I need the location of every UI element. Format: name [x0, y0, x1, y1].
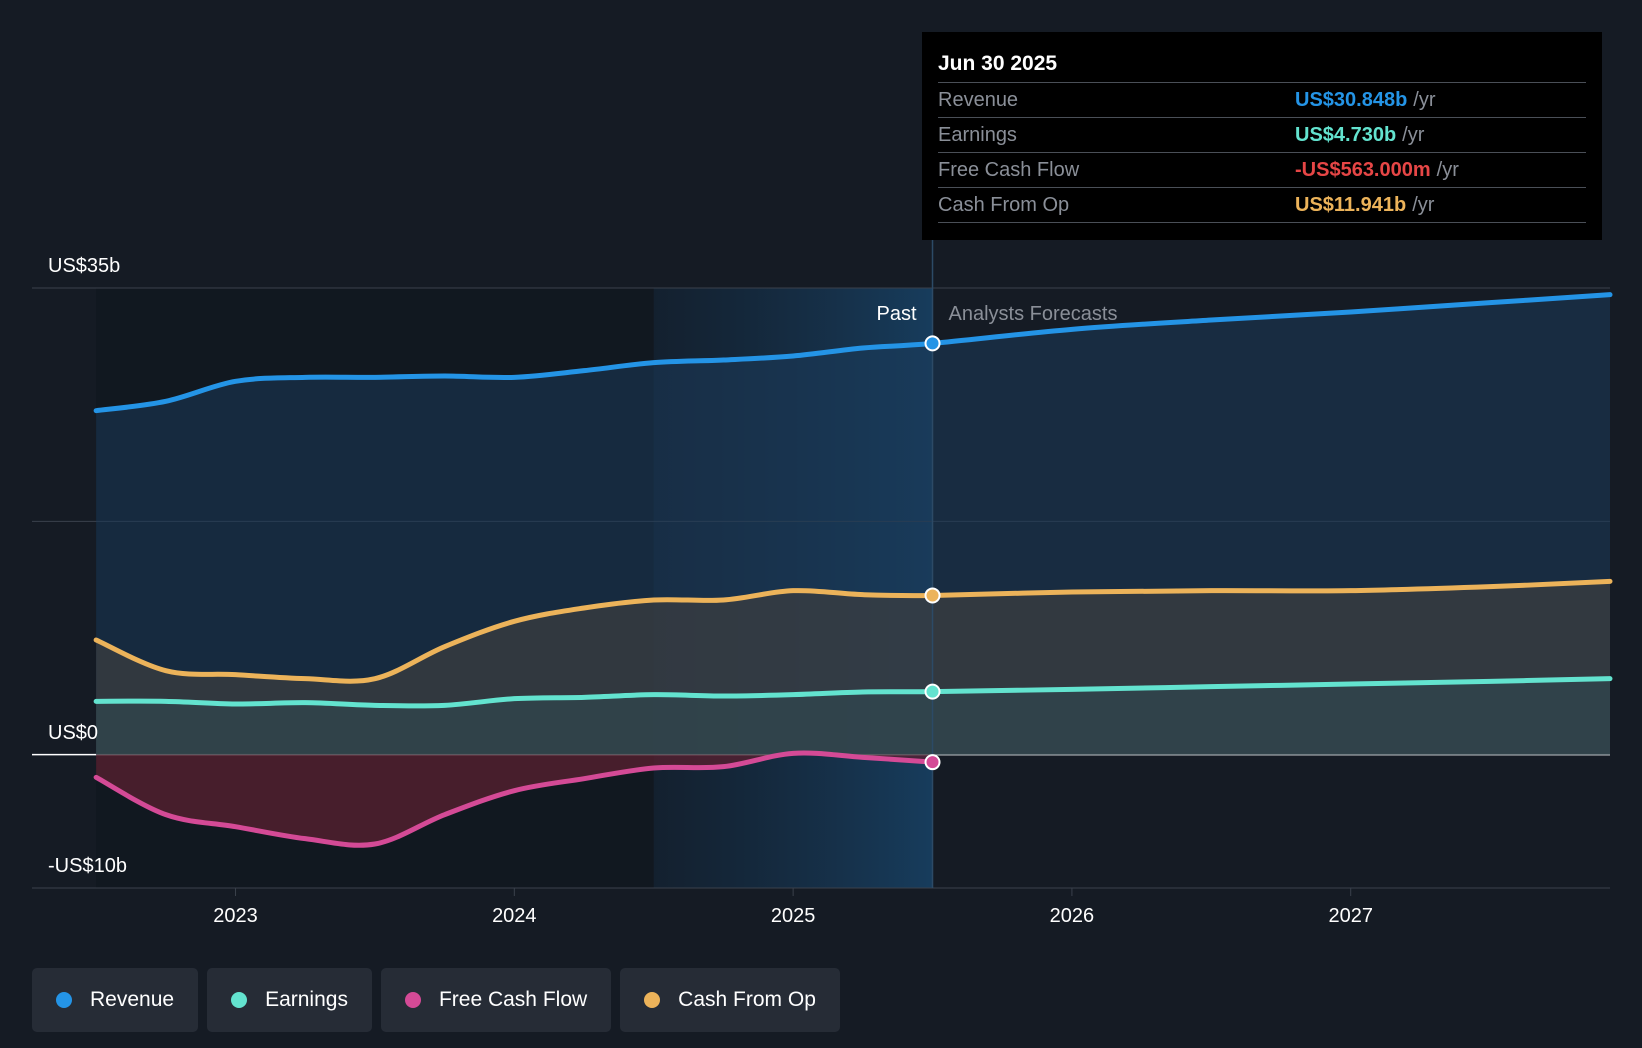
y-label-top: US$35b: [48, 255, 120, 277]
legend-item-cash-from-op[interactable]: Cash From Op: [620, 968, 840, 1032]
chart-legend: Revenue Earnings Free Cash Flow Cash Fro…: [32, 968, 840, 1032]
legend-label: Cash From Op: [678, 988, 816, 1011]
area-earnings: [96, 678, 1611, 755]
legend-item-free-cash-flow[interactable]: Free Cash Flow: [380, 968, 612, 1032]
legend-dot-icon: [56, 992, 72, 1008]
tooltip-value: -US$563.000m: [1295, 159, 1431, 181]
tooltip-unit: /yr: [1413, 89, 1436, 111]
y-label-bottom: -US$10b: [48, 855, 127, 877]
x-tick-label: 2024: [492, 905, 537, 927]
x-tick-label: 2025: [771, 905, 816, 927]
tooltip-value: US$30.848b: [1295, 89, 1408, 111]
tooltip-row-earnings: Earnings US$4.730b /yr: [938, 118, 1586, 153]
x-tick-label: 2023: [213, 905, 258, 927]
y-label-zero: US$0: [48, 722, 98, 744]
marker-cash-from-op: [924, 587, 941, 604]
legend-label: Earnings: [265, 988, 348, 1011]
line-free-cash-flow: [93, 750, 936, 848]
tooltip-value: US$11.941b: [1295, 194, 1407, 216]
tooltip-name: Free Cash Flow: [938, 159, 1080, 181]
legend-label: Free Cash Flow: [438, 988, 588, 1011]
tooltip-value: US$4.730b: [1295, 124, 1397, 146]
series-lines: [93, 292, 1613, 848]
legend-dot-icon: [231, 992, 248, 1008]
tooltip-date: Jun 30 2025: [938, 46, 1586, 83]
tooltip-unit: /yr: [1436, 159, 1459, 181]
tooltip-name: Revenue: [938, 89, 1019, 111]
line-revenue: [93, 292, 1613, 414]
marker-revenue: [924, 335, 941, 352]
tooltip-name: Cash From Op: [938, 194, 1070, 216]
tooltip-name: Earnings: [938, 124, 1017, 146]
x-tick-label: 2027: [1328, 905, 1373, 927]
legend-item-revenue[interactable]: Revenue: [32, 968, 199, 1032]
legend-dot-icon: [404, 992, 421, 1008]
series-markers: [924, 335, 941, 771]
tooltip-unit: /yr: [1412, 194, 1435, 216]
line-cash-from-op: [93, 578, 1613, 684]
past-label: Past: [876, 303, 916, 325]
marker-free-cash-flow: [924, 754, 941, 771]
legend-item-earnings[interactable]: Earnings: [207, 968, 372, 1032]
tooltip-row-free-cash-flow: Free Cash Flow -US$563.000m /yr: [938, 153, 1586, 188]
series-areas: [96, 294, 1611, 846]
tooltip-row-revenue: Revenue US$30.848b /yr: [938, 83, 1586, 118]
data-tooltip: Jun 30 2025 Revenue US$30.848b /yr Earni…: [922, 32, 1602, 240]
legend-dot-icon: [644, 992, 661, 1008]
tooltip-unit: /yr: [1402, 124, 1425, 146]
forecast-label: Analysts Forecasts: [949, 303, 1118, 325]
area-free-cash-flow: [96, 752, 933, 846]
line-earnings: [93, 676, 1613, 709]
marker-earnings: [924, 683, 941, 700]
legend-label: Revenue: [90, 988, 175, 1011]
x-axis-ticks: 2023 2024 2025 2026 2027: [213, 888, 1373, 927]
x-tick-label: 2026: [1050, 905, 1095, 927]
tooltip-row-cash-from-op: Cash From Op US$11.941b /yr: [938, 188, 1586, 223]
